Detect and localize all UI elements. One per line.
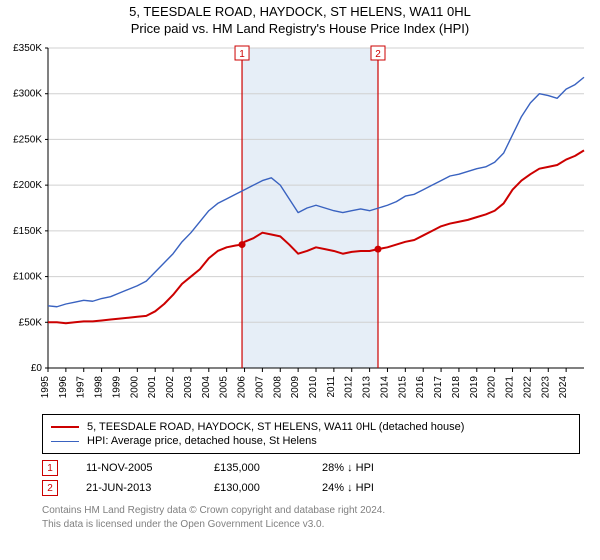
- svg-text:2012: 2012: [344, 376, 355, 399]
- sale-price: £135,000: [214, 462, 294, 474]
- svg-text:2000: 2000: [129, 376, 140, 399]
- sales-row: 1 11-NOV-2005 £135,000 28% ↓ HPI: [42, 460, 580, 476]
- svg-text:1999: 1999: [111, 376, 122, 399]
- svg-text:2020: 2020: [487, 376, 498, 399]
- legend-swatch: [51, 426, 79, 428]
- svg-text:1997: 1997: [76, 376, 87, 399]
- footer-line: Contains HM Land Registry data © Crown c…: [42, 504, 580, 518]
- svg-text:2016: 2016: [415, 376, 426, 399]
- svg-text:2019: 2019: [469, 376, 480, 399]
- svg-text:2002: 2002: [165, 376, 176, 399]
- legend-box: 5, TEESDALE ROAD, HAYDOCK, ST HELENS, WA…: [42, 414, 580, 454]
- svg-text:2005: 2005: [219, 376, 230, 399]
- svg-text:2010: 2010: [308, 376, 319, 399]
- page-title-sub: Price paid vs. HM Land Registry's House …: [0, 21, 600, 36]
- sale-hpi-delta: 24% ↓ HPI: [322, 482, 412, 494]
- svg-text:1998: 1998: [94, 376, 105, 399]
- legend-label: HPI: Average price, detached house, St H…: [87, 435, 317, 447]
- legend-swatch: [51, 441, 79, 442]
- svg-text:2009: 2009: [290, 376, 301, 399]
- svg-text:2018: 2018: [451, 376, 462, 399]
- svg-text:2007: 2007: [254, 376, 265, 399]
- svg-text:2003: 2003: [183, 376, 194, 399]
- svg-text:1: 1: [239, 49, 245, 60]
- svg-text:£150K: £150K: [13, 226, 42, 237]
- sales-table: 1 11-NOV-2005 £135,000 28% ↓ HPI 2 21-JU…: [42, 460, 580, 496]
- svg-text:2021: 2021: [505, 376, 516, 399]
- page-title-address: 5, TEESDALE ROAD, HAYDOCK, ST HELENS, WA…: [0, 4, 600, 19]
- svg-text:£300K: £300K: [13, 89, 42, 100]
- sale-price: £130,000: [214, 482, 294, 494]
- svg-text:£50K: £50K: [19, 317, 43, 328]
- sale-hpi-delta: 28% ↓ HPI: [322, 462, 412, 474]
- footer-line: This data is licensed under the Open Gov…: [42, 518, 580, 532]
- sale-date: 21-JUN-2013: [86, 482, 186, 494]
- footer-attribution: Contains HM Land Registry data © Crown c…: [42, 504, 580, 531]
- svg-text:1995: 1995: [40, 376, 51, 399]
- sales-row: 2 21-JUN-2013 £130,000 24% ↓ HPI: [42, 480, 580, 496]
- svg-text:£0: £0: [31, 363, 43, 374]
- svg-text:2014: 2014: [379, 376, 390, 399]
- svg-text:2008: 2008: [272, 376, 283, 399]
- svg-text:2004: 2004: [201, 376, 212, 399]
- svg-text:2023: 2023: [540, 376, 551, 399]
- sale-date: 11-NOV-2005: [86, 462, 186, 474]
- svg-text:2006: 2006: [237, 376, 248, 399]
- svg-text:2013: 2013: [362, 376, 373, 399]
- svg-text:£200K: £200K: [13, 180, 42, 191]
- svg-text:£350K: £350K: [13, 43, 42, 54]
- sale-marker-icon: 1: [42, 460, 58, 476]
- svg-text:2024: 2024: [558, 376, 569, 399]
- legend-item: 5, TEESDALE ROAD, HAYDOCK, ST HELENS, WA…: [51, 421, 571, 433]
- legend-item: HPI: Average price, detached house, St H…: [51, 435, 571, 447]
- svg-text:2017: 2017: [433, 376, 444, 399]
- svg-text:£250K: £250K: [13, 134, 42, 145]
- svg-text:2022: 2022: [522, 376, 533, 399]
- svg-text:£100K: £100K: [13, 272, 42, 283]
- svg-text:1996: 1996: [58, 376, 69, 399]
- sale-marker-icon: 2: [42, 480, 58, 496]
- svg-text:2011: 2011: [326, 376, 337, 398]
- price-chart: £0 £50K £100K £150K £200K £250K £300K £350K 1995…: [0, 38, 600, 408]
- legend-label: 5, TEESDALE ROAD, HAYDOCK, ST HELENS, WA…: [87, 421, 464, 433]
- svg-text:2015: 2015: [397, 376, 408, 399]
- svg-text:2001: 2001: [147, 376, 158, 399]
- svg-text:2: 2: [375, 49, 381, 60]
